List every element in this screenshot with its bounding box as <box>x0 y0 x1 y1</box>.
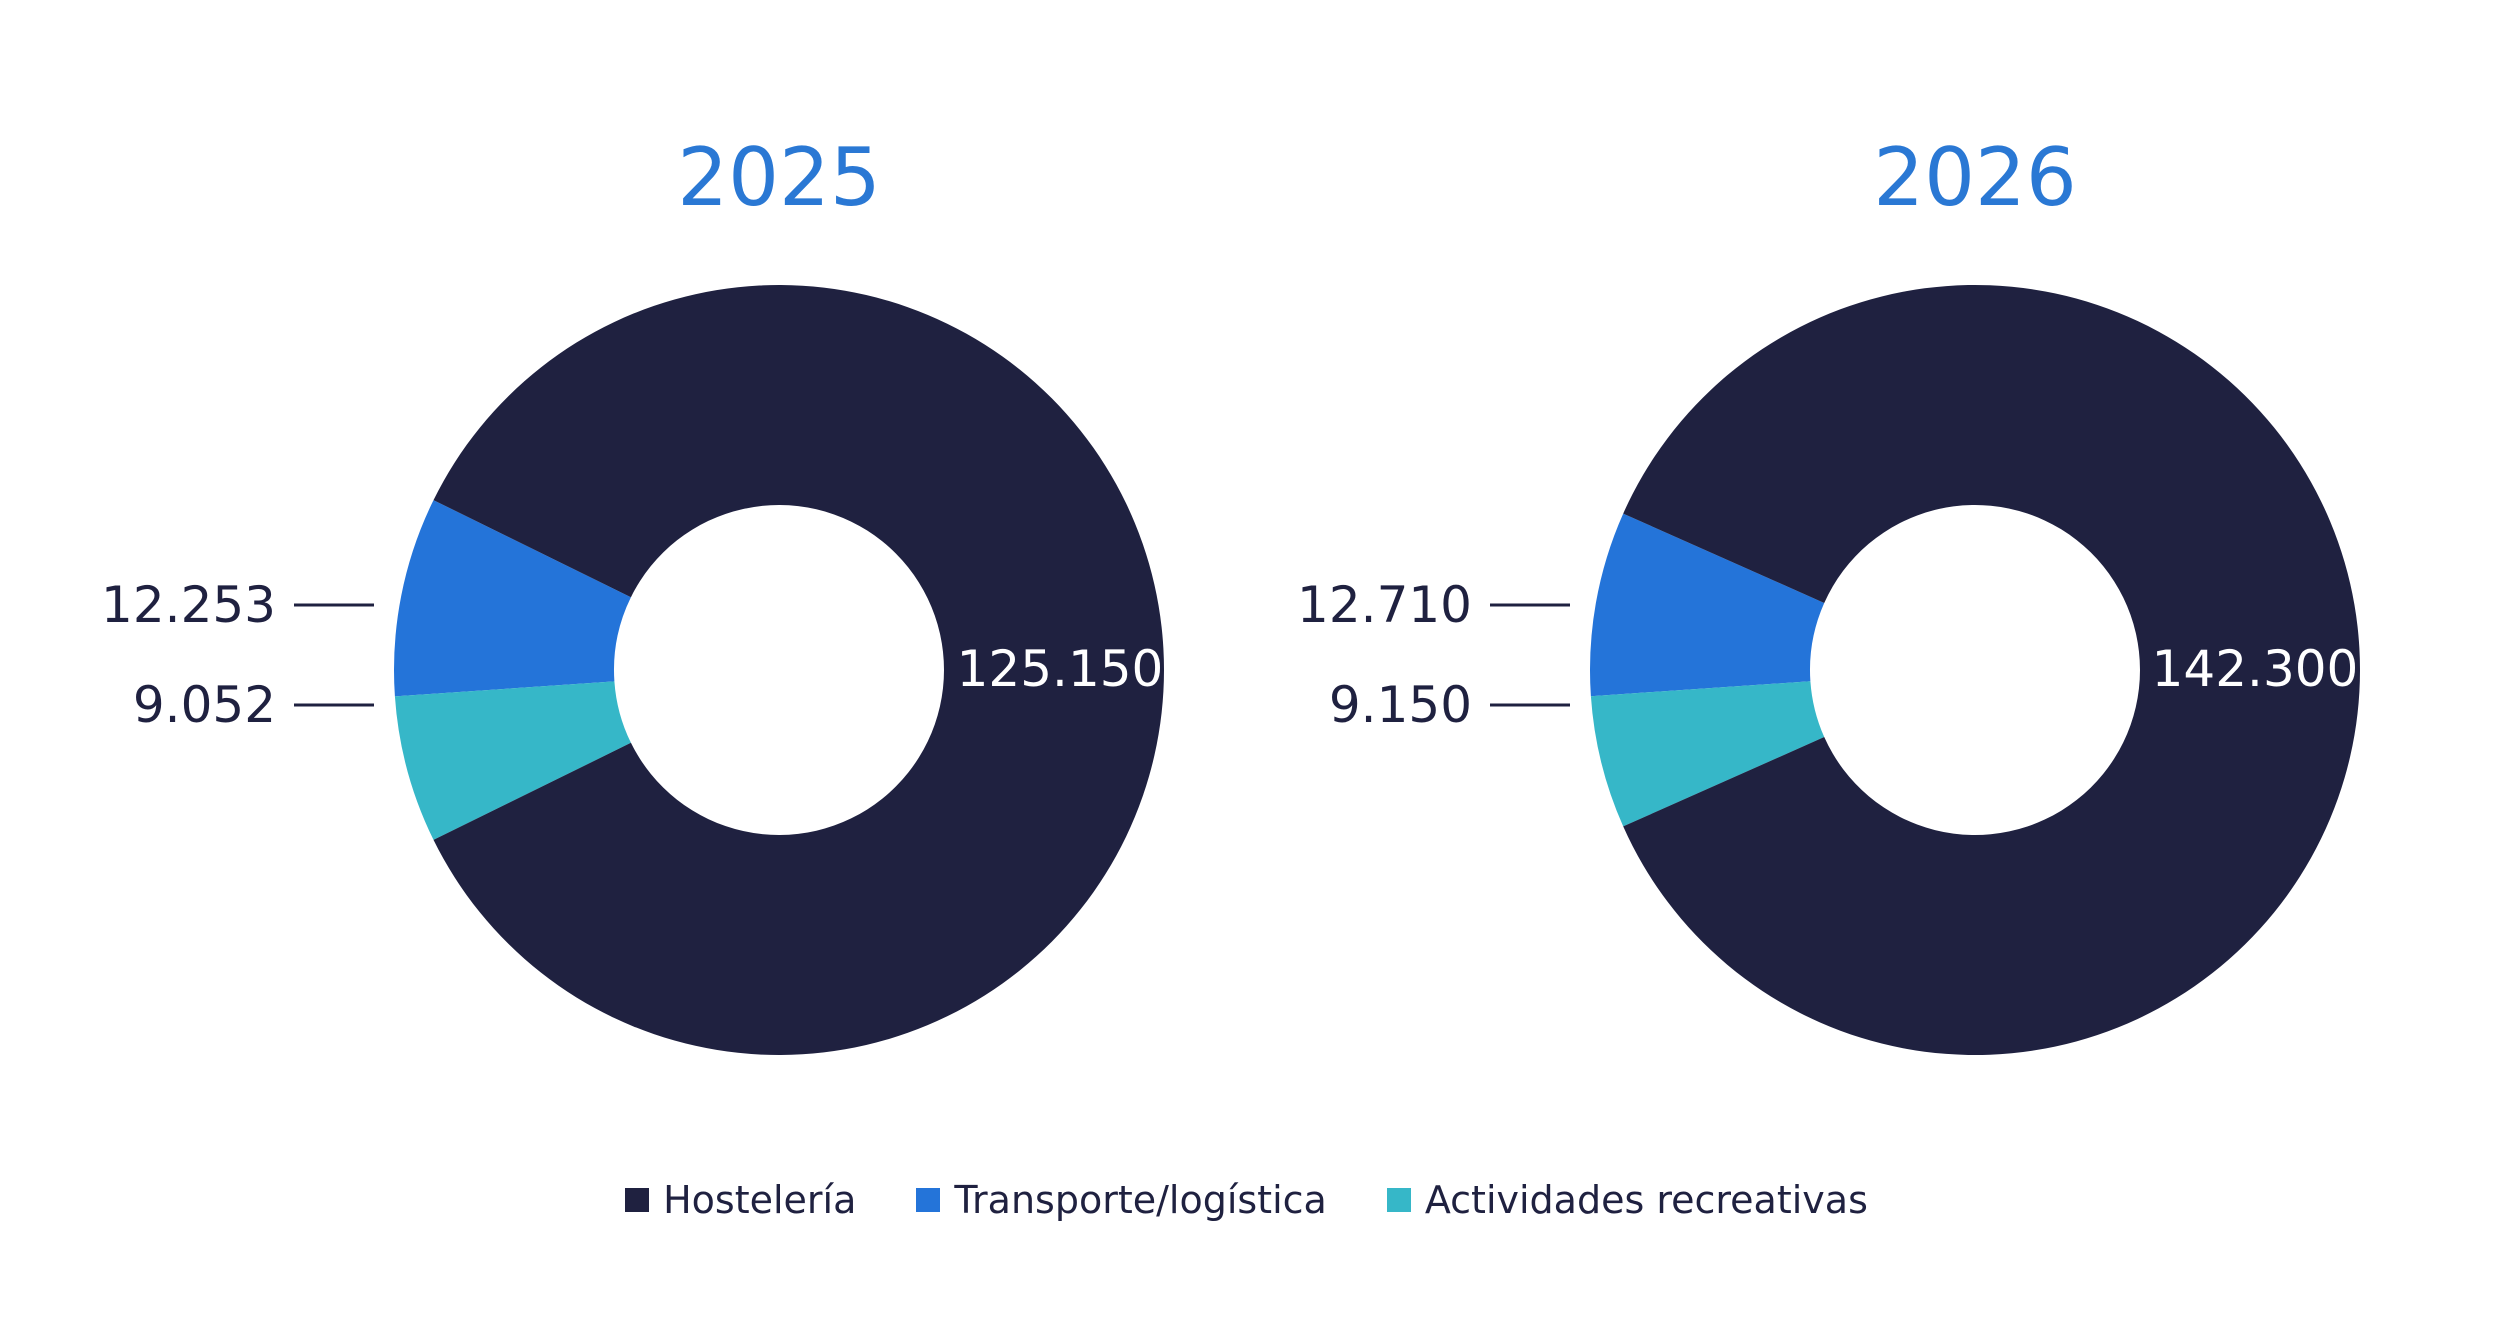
data-label-transporte-logistica: 12.253 <box>101 576 276 634</box>
legend-label-actividades: Actividades recreativas <box>1424 1178 1868 1222</box>
legend-item-actividades: Actividades recreativas <box>1386 1178 1868 1222</box>
donut-chart-2025: 2025 125.150 12.253 9.052 <box>101 131 1164 1056</box>
legend-swatch-transporte <box>916 1188 941 1212</box>
chart-title: 2025 <box>677 131 881 224</box>
legend-swatch-hosteleria <box>625 1188 650 1212</box>
data-label-actividades-recreativas: 9.052 <box>133 676 276 734</box>
donut-slice-transporte-logistica <box>394 500 631 697</box>
data-label-hosteleria: 125.150 <box>957 640 1164 698</box>
legend-item-hosteleria: Hostelería <box>625 1178 856 1222</box>
legend: Hostelería Transporte/logística Activida… <box>0 1178 2493 1222</box>
data-label-hosteleria: 142.300 <box>2152 640 2359 698</box>
legend-label-hosteleria: Hostelería <box>663 1178 857 1222</box>
data-label-actividades-recreativas: 9.150 <box>1329 676 1472 734</box>
chart-title: 2026 <box>1873 131 2077 224</box>
legend-label-transporte: Transporte/logística <box>954 1178 1327 1222</box>
donut-slice-hosteleria <box>1623 285 2360 1055</box>
donut-slice-transporte-logistica <box>1590 513 1825 697</box>
data-label-transporte-logistica: 12.710 <box>1297 576 1472 634</box>
legend-item-transporte: Transporte/logística <box>916 1178 1327 1222</box>
donut-slice-actividades-recreativas <box>1590 681 1825 827</box>
donut-chart-2026: 2026 142.300 12.710 9.150 <box>1297 131 2360 1055</box>
donut-slice-hosteleria <box>433 285 1164 1056</box>
donut-slice-actividades-recreativas <box>394 681 631 840</box>
legend-swatch-actividades <box>1386 1188 1411 1212</box>
